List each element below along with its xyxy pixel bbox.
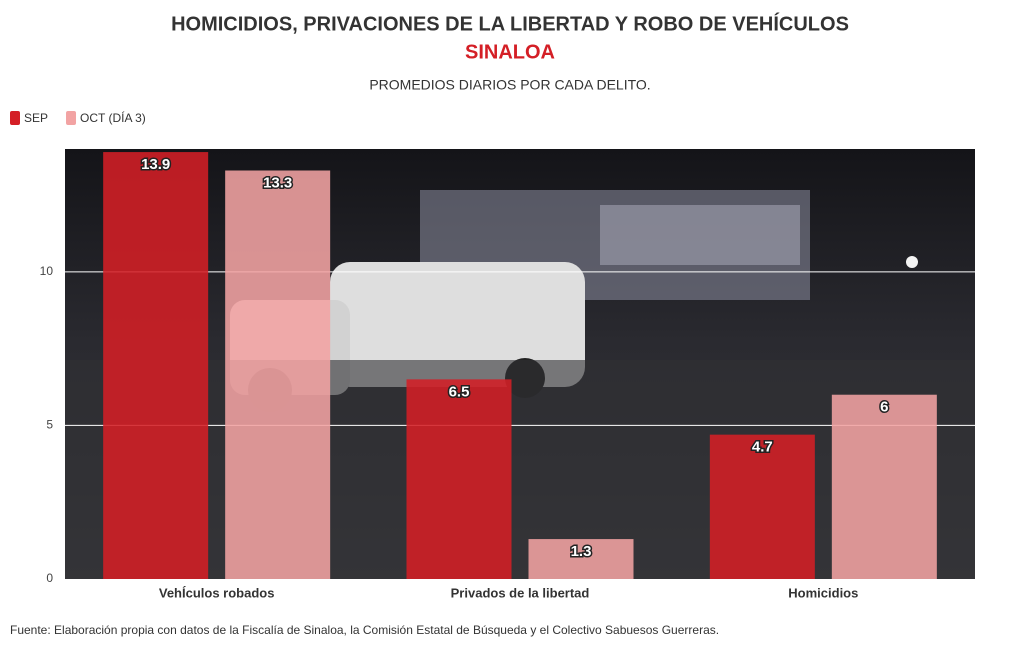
legend-swatch (66, 111, 77, 125)
x-tick-label: Homicidios (788, 585, 858, 600)
bar (225, 170, 331, 579)
chart-subtitle: SINALOA (465, 41, 555, 63)
legend-label: SEP (24, 111, 48, 125)
x-tick-label: Privados de la libertad (451, 585, 590, 600)
y-tick-label: 5 (46, 418, 53, 432)
bar (528, 539, 634, 579)
bar (709, 434, 815, 579)
x-tick-label: VehÍculos robados (159, 585, 275, 600)
value-label: 13.3 (263, 174, 292, 191)
legend-label: OCT (DÍA 3) (80, 110, 146, 125)
value-label: 13.9 (141, 156, 170, 173)
chart-description: PROMEDIOS DIARIOS POR CADA DELITO. (369, 77, 650, 93)
bar (406, 379, 512, 579)
value-label: 6.5 (449, 383, 470, 400)
legend-swatch (10, 111, 20, 125)
bar (103, 152, 209, 580)
bar (831, 394, 937, 579)
value-label: 4.7 (752, 439, 773, 456)
y-tick-label: 0 (46, 571, 53, 585)
chart-title: HOMICIDIOS, PRIVACIONES DE LA LIBERTAD Y… (171, 12, 849, 35)
value-label: 6 (880, 399, 888, 416)
source-note: Fuente: Elaboración propia con datos de … (10, 623, 719, 637)
y-tick-label: 10 (40, 264, 54, 278)
value-label: 1.3 (571, 543, 592, 560)
